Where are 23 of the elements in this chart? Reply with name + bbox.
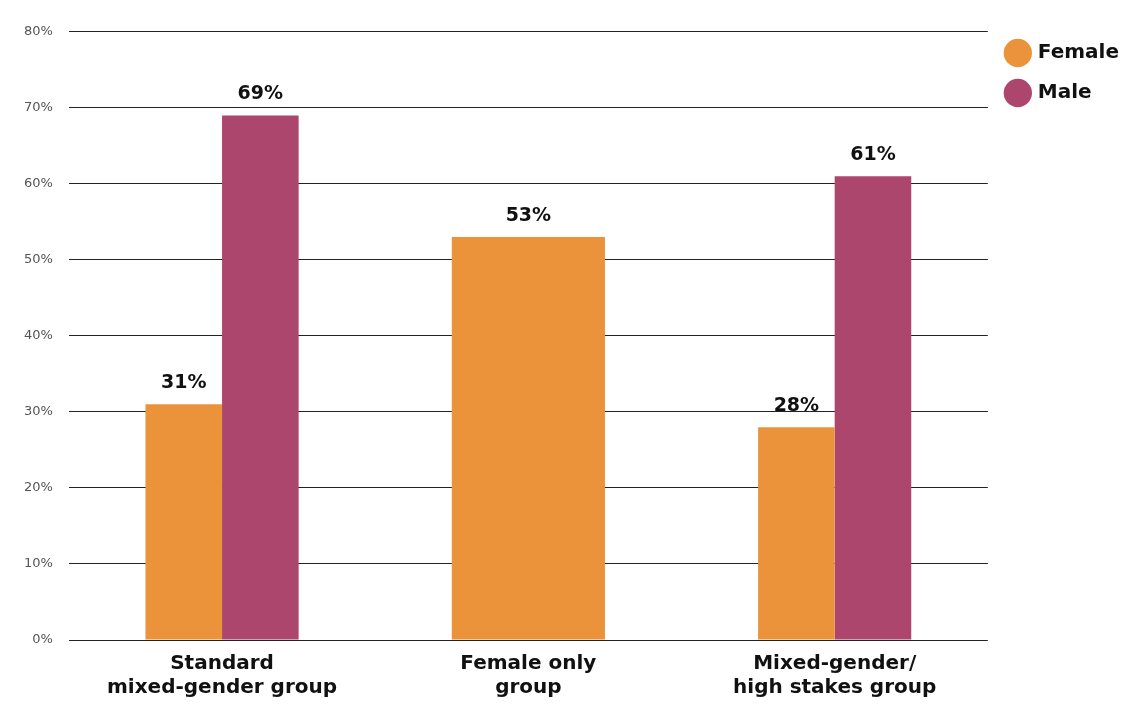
- bar: [834, 176, 912, 640]
- bar: [222, 115, 299, 640]
- y-tick-label: 70%: [23, 99, 53, 115]
- x-tick-label: Female only group: [460, 650, 597, 699]
- y-tick-label: 20%: [23, 479, 53, 495]
- bar: [758, 427, 835, 640]
- y-tick-label: 50%: [23, 251, 53, 267]
- y-tick-label: 80%: [23, 23, 53, 39]
- y-tick-label: 40%: [23, 327, 53, 343]
- y-tick-label: 0%: [32, 631, 53, 647]
- x-tick-label: Standard mixed-gender group: [107, 650, 338, 699]
- y-tick-label: 10%: [23, 555, 53, 571]
- bar: [145, 404, 223, 640]
- data-label: 53%: [505, 202, 552, 225]
- y-tick-label: 30%: [23, 403, 53, 419]
- legend-label: Female: [1037, 39, 1119, 64]
- data-label: 61%: [850, 141, 896, 164]
- data-label: 28%: [773, 392, 820, 415]
- data-label: 31%: [161, 369, 207, 392]
- y-tick-label: 60%: [23, 175, 53, 191]
- legend-label: Male: [1037, 79, 1092, 104]
- x-tick-label: Mixed-gender/ high stakes group: [733, 650, 937, 699]
- data-label: 69%: [237, 80, 284, 103]
